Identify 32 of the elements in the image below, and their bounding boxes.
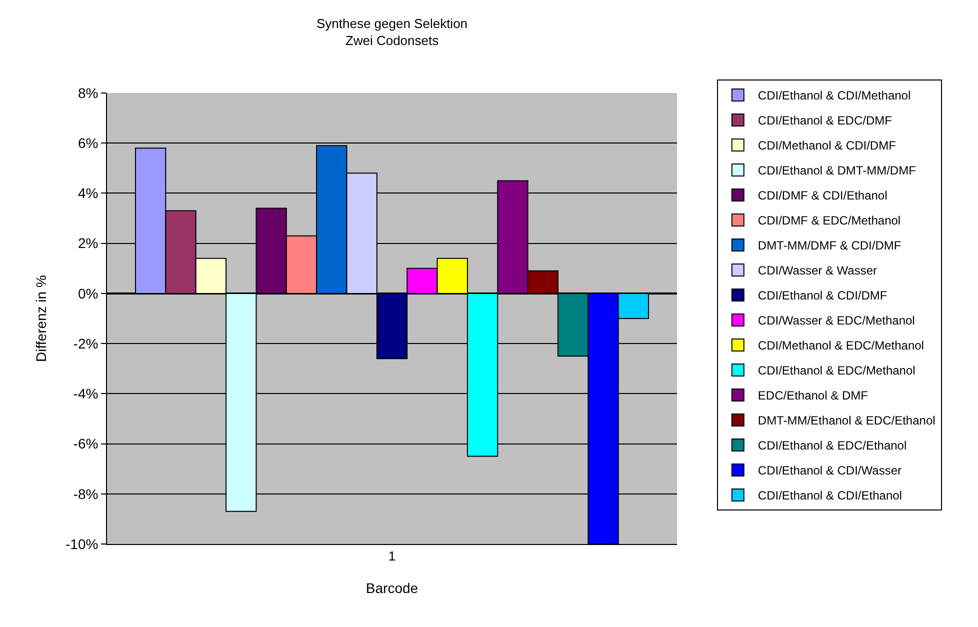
legend-label: CDI/Ethanol & CDI/Wasser (758, 464, 902, 478)
y-tick-label: 6% (78, 135, 98, 152)
legend-label: DMT-MM/Ethanol & EDC/Ethanol (758, 414, 936, 428)
x-tick-label: 1 (388, 548, 396, 564)
y-tick-label: 0% (78, 285, 98, 302)
legend-label: CDI/Ethanol & EDC/DMF (758, 114, 892, 128)
legend-label: CDI/Methanol & CDI/DMF (758, 138, 896, 153)
y-tick-label: -4% (73, 386, 98, 402)
y-tick-label: 4% (78, 185, 98, 202)
chart-title: Synthese gegen Selektion (316, 16, 468, 31)
y-tick-label: 2% (78, 235, 98, 252)
legend-label: CDI/Ethanol & CDI/Ethanol (758, 488, 902, 503)
y-tick-label: -2% (73, 335, 98, 352)
y-tick-label: -10% (66, 536, 98, 552)
legend-label: CDI/DMF & EDC/Methanol (758, 214, 901, 228)
legend-label: CDI/Ethanol & EDC/Methanol (758, 364, 916, 378)
y-tick-label: 8% (78, 84, 98, 101)
y-tick-label: -6% (73, 436, 98, 452)
legend-label: CDI/Wasser & Wasser (758, 264, 878, 278)
legend-label: CDI/Wasser & EDC/Methanol (758, 314, 915, 328)
legend-label: CDI/Ethanol & EDC/Ethanol (758, 438, 907, 453)
chart-subtitle: Zwei Codonsets (345, 32, 440, 48)
y-tick-label: -8% (73, 486, 98, 502)
legend-label: CDI/DMF & CDI/Ethanol (758, 188, 888, 203)
y-axis-title: Differenz in % (33, 275, 50, 362)
x-axis-title: Barcode (366, 580, 418, 596)
legend-label: CDI/Ethanol & DMT-MM/DMF (758, 164, 916, 178)
legend-label: EDC/Ethanol & DMF (758, 388, 868, 403)
legend-label: CDI/Methanol & EDC/Methanol (758, 338, 924, 353)
legend-label: CDI/Ethanol & CDI/Methanol (758, 88, 911, 103)
legend-label: CDI/Ethanol & CDI/DMF (758, 288, 888, 303)
legend-label: DMT-MM/DMF & CDI/DMF (758, 238, 902, 253)
